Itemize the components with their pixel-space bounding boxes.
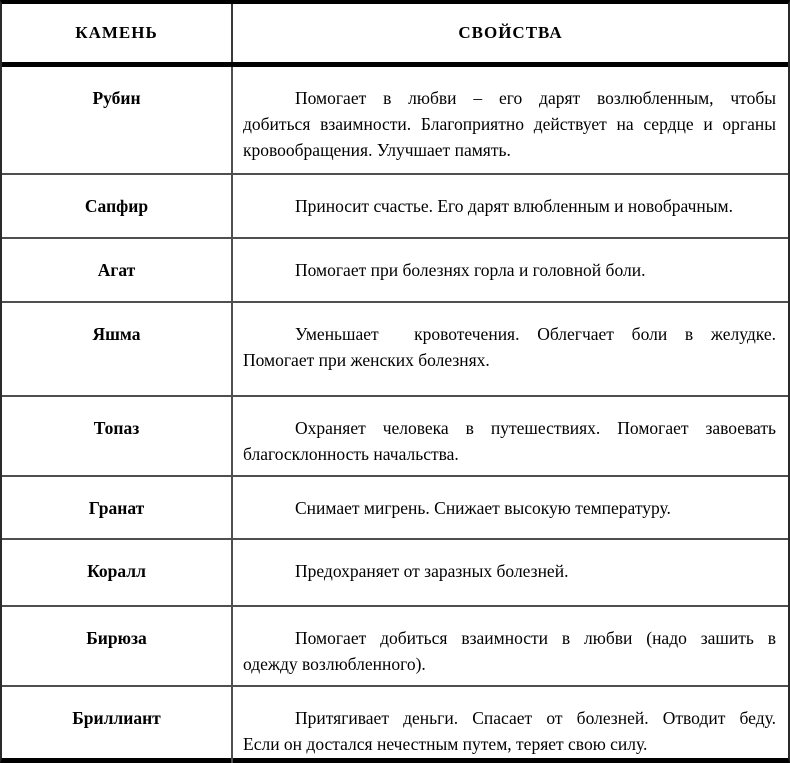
property-line: Помогает при женских болезнях.: [243, 350, 490, 370]
table-row: Яшма Уменьшает кровотечения. Облегчает б…: [2, 303, 788, 397]
stone-name: Рубин: [92, 88, 141, 108]
stone-name-cell: Топаз: [2, 397, 233, 475]
property-line: благосклонность начальства.: [243, 444, 459, 464]
stone-name: Топаз: [93, 418, 140, 438]
table-row: Бирюза Помогает добиться взаимности в лю…: [2, 607, 788, 687]
stone-name-cell: Яшма: [2, 303, 233, 395]
table-header-row: КАМЕНЬ СВОЙСТВА: [2, 4, 788, 67]
table-row: Топаз Охраняет человека в путешествиях. …: [2, 397, 788, 477]
property-line: добиться взаимности. Благоприятно действ…: [243, 114, 776, 134]
property-line: Помогает добиться взаимности в любви (на…: [295, 628, 776, 648]
property-line: Если он достался нечестным путем, теряет…: [243, 734, 648, 754]
stone-name: Бриллиант: [72, 708, 161, 728]
properties-cell: Охраняет человека в путешествиях. Помога…: [233, 397, 788, 475]
table-row: Рубин Помогает в любви – его дарят возлю…: [2, 67, 788, 175]
properties-cell: Приносит счастье. Его дарят влюбленным и…: [233, 175, 788, 237]
properties-cell: Помогает при болезнях горла и головной б…: [233, 239, 788, 301]
stone-name: Агат: [97, 260, 136, 280]
stone-name-cell: Рубин: [2, 67, 233, 173]
table-body: Рубин Помогает в любви – его дарят возлю…: [2, 67, 788, 763]
table-row: Агат Помогает при болезнях горла и голов…: [2, 239, 788, 303]
property-line: Уменьшает кровотечения. Облегчает боли в…: [295, 324, 776, 344]
properties-cell: Притягивает деньги. Спасает от болезней.…: [233, 687, 788, 763]
property-line: одежду возлюбленного).: [243, 654, 426, 674]
stone-name: Бирюза: [86, 628, 147, 648]
stone-name-cell: Коралл: [2, 540, 233, 605]
stone-name: Яшма: [92, 324, 141, 344]
stone-name-cell: Бирюза: [2, 607, 233, 685]
property-line: Приносит счастье. Его дарят влюбленным и…: [295, 196, 733, 216]
stone-name-cell: Гранат: [2, 477, 233, 538]
stone-name: Сапфир: [84, 196, 149, 216]
table-row: Бриллиант Притягивает деньги. Спасает от…: [2, 687, 788, 763]
properties-cell: Снимает мигрень. Снижает высокую темпера…: [233, 477, 788, 538]
stone-name-cell: Агат: [2, 239, 233, 301]
stone-name: Коралл: [87, 561, 146, 581]
property-line: Притягивает деньги. Спасает от болезней.…: [295, 708, 776, 728]
property-line: Охраняет человека в путешествиях. Помога…: [295, 418, 776, 438]
table-row: Коралл Предохраняет от заразных болезней…: [2, 540, 788, 607]
stone-name-cell: Сапфир: [2, 175, 233, 237]
header-cell-properties: СВОЙСТВА: [458, 23, 563, 42]
header-cell-stone: КАМЕНЬ: [2, 4, 233, 62]
properties-cell: Предохраняет от заразных болезней.: [233, 540, 788, 605]
properties-cell: Помогает добиться взаимности в любви (на…: [233, 607, 788, 685]
table-row: Гранат Снимает мигрень. Снижает высокую …: [2, 477, 788, 540]
table-row: Сапфир Приносит счастье. Его дарят влюбл…: [2, 175, 788, 239]
properties-cell: Помогает в любви – его дарят возлюбленны…: [233, 67, 788, 173]
property-line: Снимает мигрень. Снижает высокую темпера…: [295, 498, 671, 518]
property-line: Предохраняет от заразных болезней.: [295, 561, 569, 581]
stone-name: Гранат: [88, 498, 145, 518]
properties-cell: Уменьшает кровотечения. Облегчает боли в…: [233, 303, 788, 395]
stone-name-cell: Бриллиант: [2, 687, 233, 763]
property-line: Помогает при болезнях горла и головной б…: [295, 260, 646, 280]
property-line: кровообращения. Улучшает память.: [243, 140, 511, 160]
property-line: Помогает в любви – его дарят возлюбленны…: [295, 88, 776, 108]
